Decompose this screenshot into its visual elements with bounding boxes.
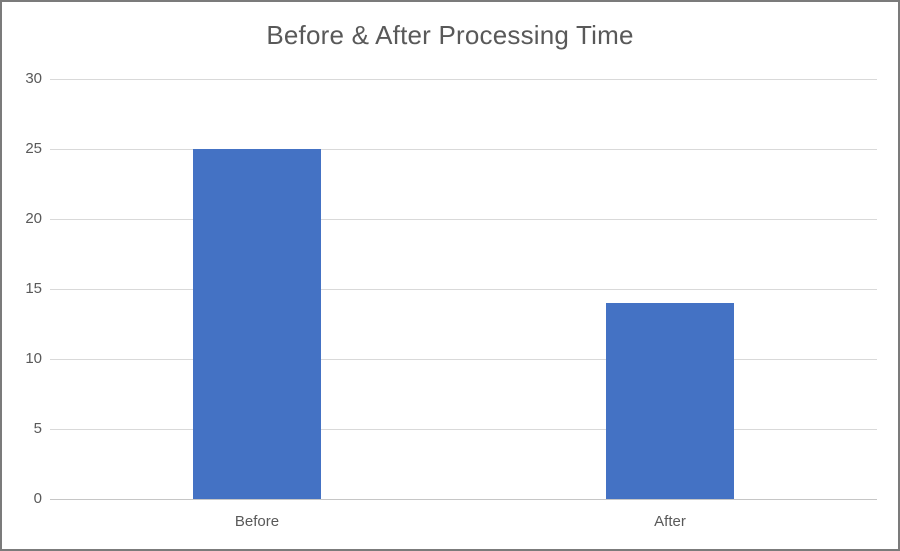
bar-after[interactable] xyxy=(606,303,734,499)
y-tick-label: 25 xyxy=(25,140,42,157)
bar-before[interactable] xyxy=(193,149,321,499)
x-tick-label-after: After xyxy=(654,513,686,530)
y-tick-label: 5 xyxy=(33,420,42,437)
plot-area xyxy=(50,79,877,500)
gridline xyxy=(50,359,877,360)
x-axis-line xyxy=(50,499,877,500)
y-tick-label: 15 xyxy=(25,280,42,297)
y-tick-label: 30 xyxy=(25,70,42,87)
y-tick-label: 0 xyxy=(33,490,42,507)
y-tick-label: 20 xyxy=(25,210,42,227)
chart-title: Before & After Processing Time xyxy=(266,20,634,50)
gridline xyxy=(50,289,877,290)
x-tick-label-before: Before xyxy=(234,513,280,530)
gridline xyxy=(50,149,877,150)
gridline xyxy=(50,79,877,80)
gridline xyxy=(50,219,877,220)
gridline xyxy=(50,429,877,430)
y-tick-label: 10 xyxy=(25,350,42,367)
